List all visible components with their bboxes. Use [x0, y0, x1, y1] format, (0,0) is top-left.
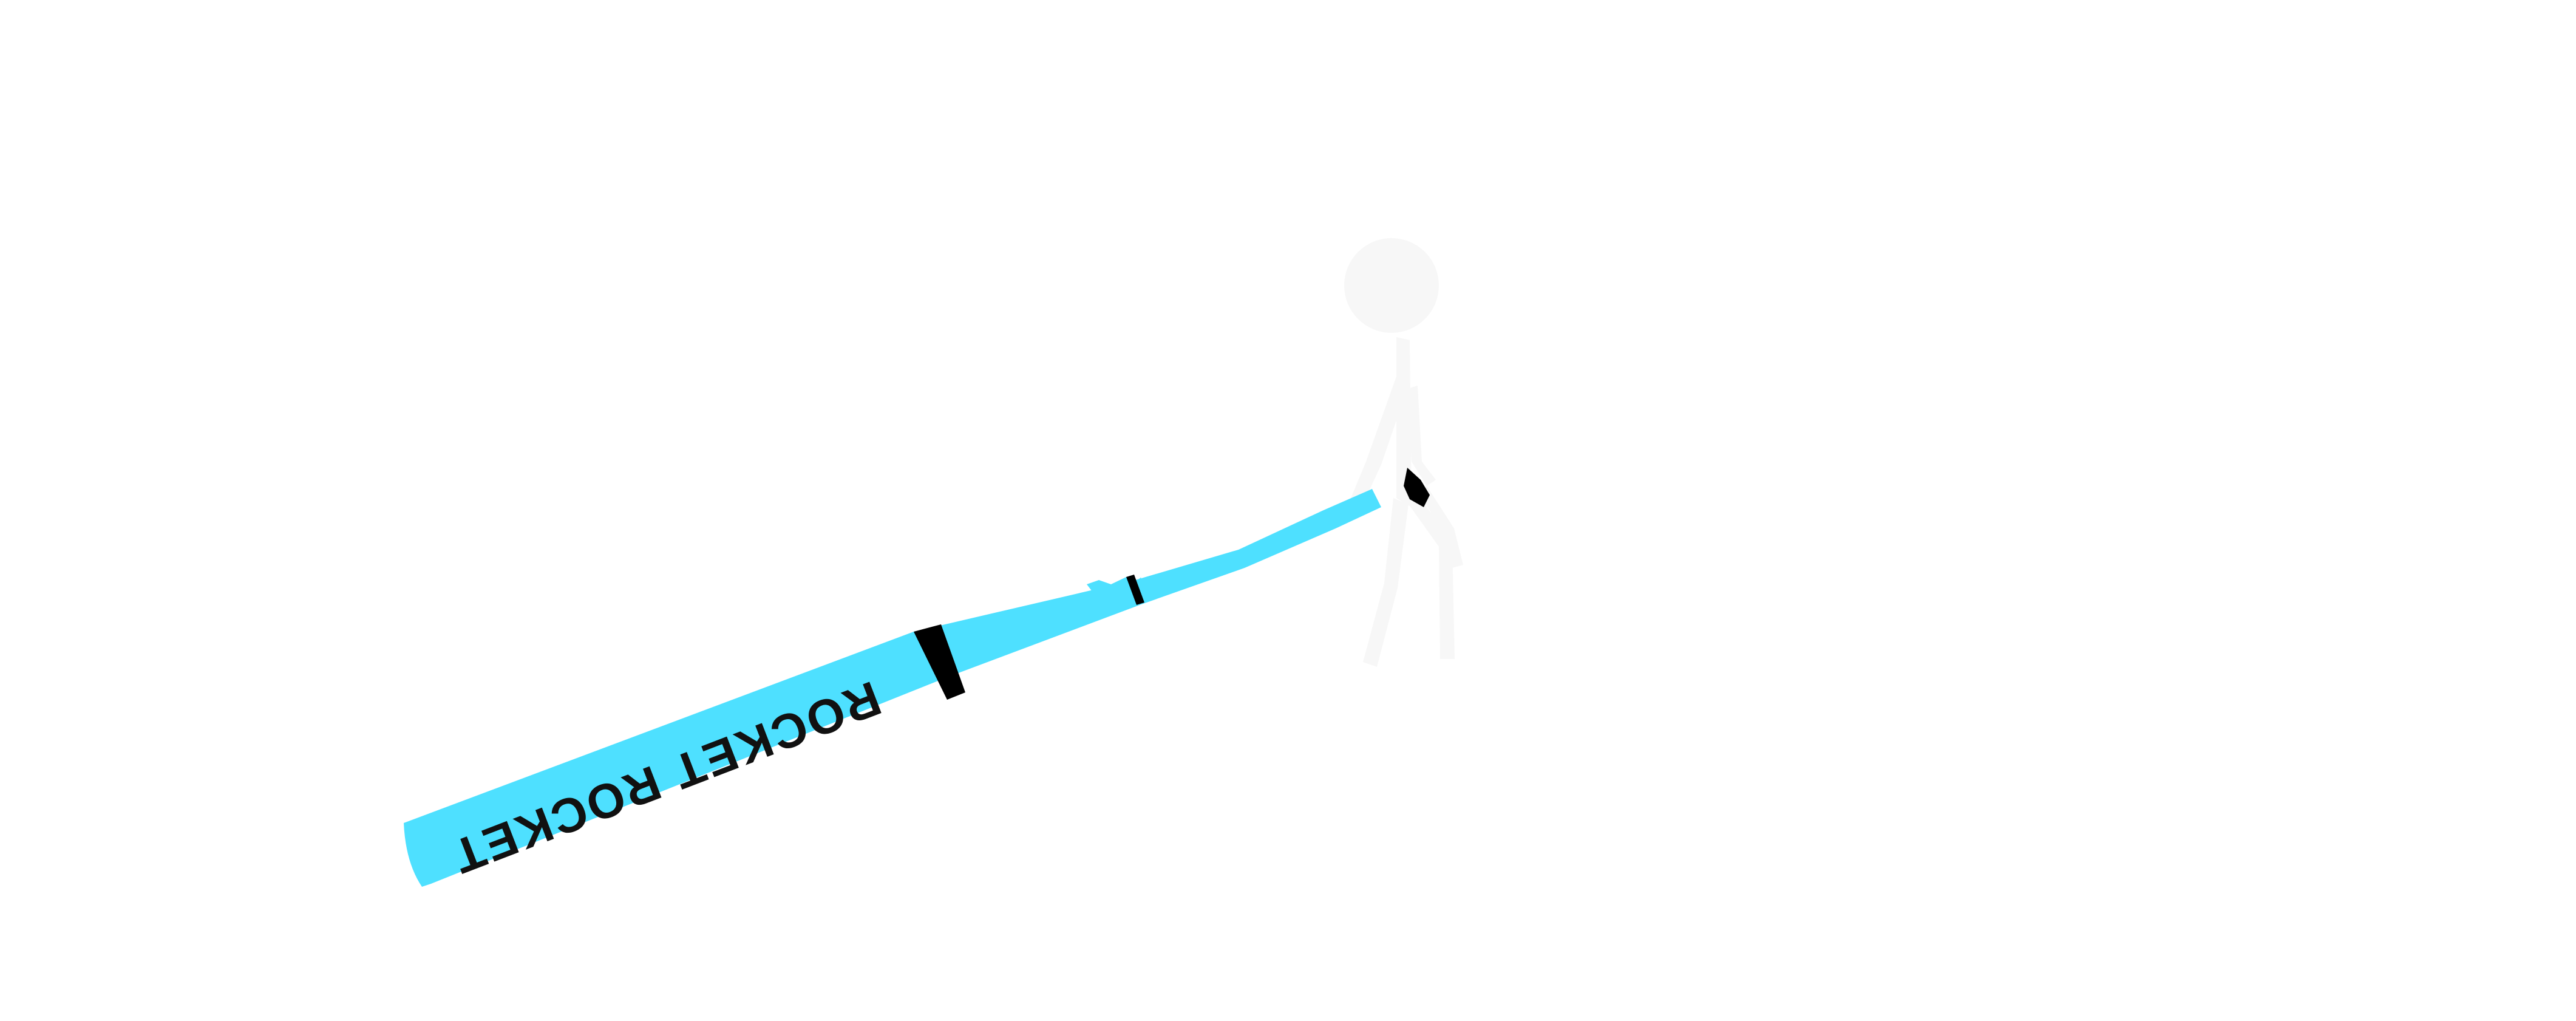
player-head — [1344, 238, 1439, 333]
player-arm-left — [1351, 377, 1407, 504]
stick-figure-player — [1344, 238, 1463, 667]
bat-band-small — [1126, 575, 1144, 605]
player-arm-right — [1407, 386, 1436, 486]
player-torso — [1396, 337, 1412, 507]
player-glove — [1404, 468, 1430, 507]
player-leg-left — [1363, 498, 1409, 667]
baseball-bat: ROCKET ROCKET — [404, 468, 1430, 887]
player-lower-arm — [1421, 486, 1463, 568]
player-leg-right — [1409, 498, 1455, 659]
bat-label: ROCKET ROCKET — [444, 671, 888, 885]
bat-band-large — [914, 624, 965, 700]
